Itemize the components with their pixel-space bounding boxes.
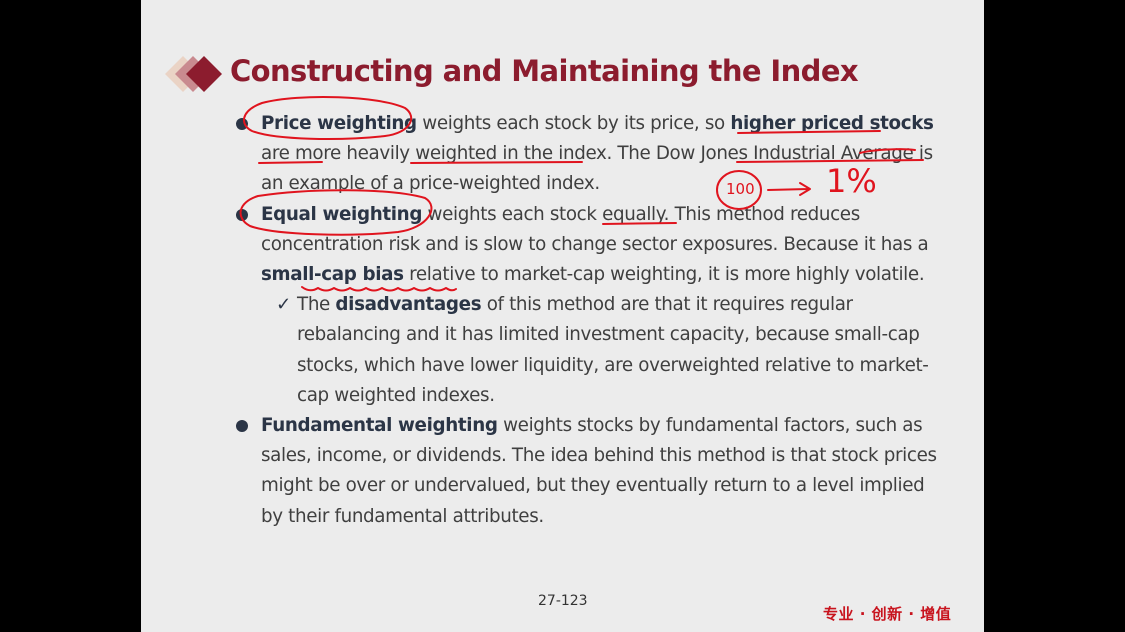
bold-term: higher priced stocks: [730, 113, 934, 134]
bullet-dot-icon: [236, 420, 248, 433]
bullet-text: of this method are that it requires regu…: [297, 294, 929, 406]
arrow-target-text: 1%: [826, 162, 877, 200]
footer-slogan: 专业 · 创新 · 增值: [823, 605, 952, 623]
slide-title: Constructing and Maintaining the Index: [230, 54, 859, 88]
bullet-price-weighting: Price weighting weights each stock by it…: [236, 109, 951, 200]
bold-term: disadvantages: [335, 294, 482, 316]
bullet-fundamental-weighting: Fundamental weighting weights stocks by …: [236, 411, 951, 532]
bullet-text: weights stocks by fundamental factors, s…: [261, 415, 937, 527]
bullet-text: weights each stock by its price, so: [416, 113, 731, 134]
page-number: 27-123: [538, 593, 588, 609]
bullet-text: relative to market-cap weighting, it is …: [403, 264, 925, 286]
bullet-text: The: [297, 294, 336, 316]
bold-term: small-cap bias: [261, 264, 404, 286]
bullet-dot-icon: [236, 208, 248, 221]
circled-number-text: 100: [726, 180, 755, 198]
title-diamonds-icon: [165, 56, 222, 92]
bullet-dot-icon: [236, 118, 248, 130]
bullet-text: are more heavily weighted in the index. …: [261, 143, 933, 195]
slide: Constructing and Maintaining the Index P…: [141, 0, 984, 632]
bold-term: Fundamental weighting: [261, 415, 498, 437]
checkmark-icon: ✓: [276, 294, 291, 316]
bullet-equal-weighting: Equal weighting weights each stock equal…: [236, 200, 951, 291]
slide-body: Price weighting weights each stock by it…: [236, 109, 951, 532]
bold-term: Equal weighting: [261, 203, 423, 225]
sub-bullet-disadvantages: ✓ The disadvantages of this method are t…: [261, 290, 951, 411]
bold-term: Price weighting: [261, 113, 417, 134]
